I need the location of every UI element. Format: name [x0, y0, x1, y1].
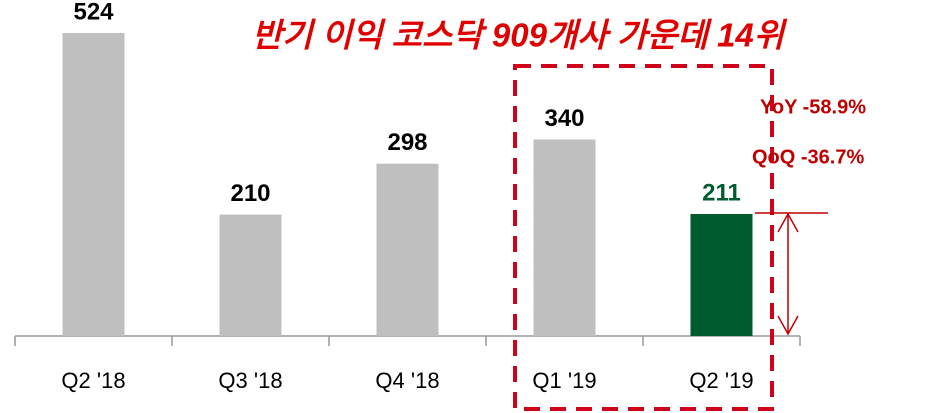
arrow-heads — [777, 212, 799, 336]
bar — [376, 163, 439, 336]
annotation: YoY -58.9% — [760, 96, 866, 118]
x-tick-label: Q4 '18 — [375, 368, 439, 393]
value-label: 298 — [387, 129, 427, 156]
bar — [533, 139, 596, 336]
value-label: 524 — [73, 0, 114, 25]
bar — [690, 214, 753, 336]
x-tick-label: Q2 '19 — [689, 368, 753, 393]
chart-title: 반기 이익 코스닥 909개사 가운데 14위 — [252, 17, 788, 54]
bar — [62, 33, 125, 337]
annotation: QoQ -36.7% — [752, 146, 864, 168]
highlight-box — [513, 64, 774, 411]
value-label: 340 — [544, 105, 584, 132]
x-tick-label: Q1 '19 — [532, 368, 596, 393]
x-tick-label: Q3 '18 — [218, 368, 282, 393]
value-label: 211 — [702, 179, 741, 206]
value-label: 210 — [230, 180, 270, 207]
x-tick-label: Q2 '18 — [61, 368, 125, 393]
bar — [219, 214, 282, 336]
